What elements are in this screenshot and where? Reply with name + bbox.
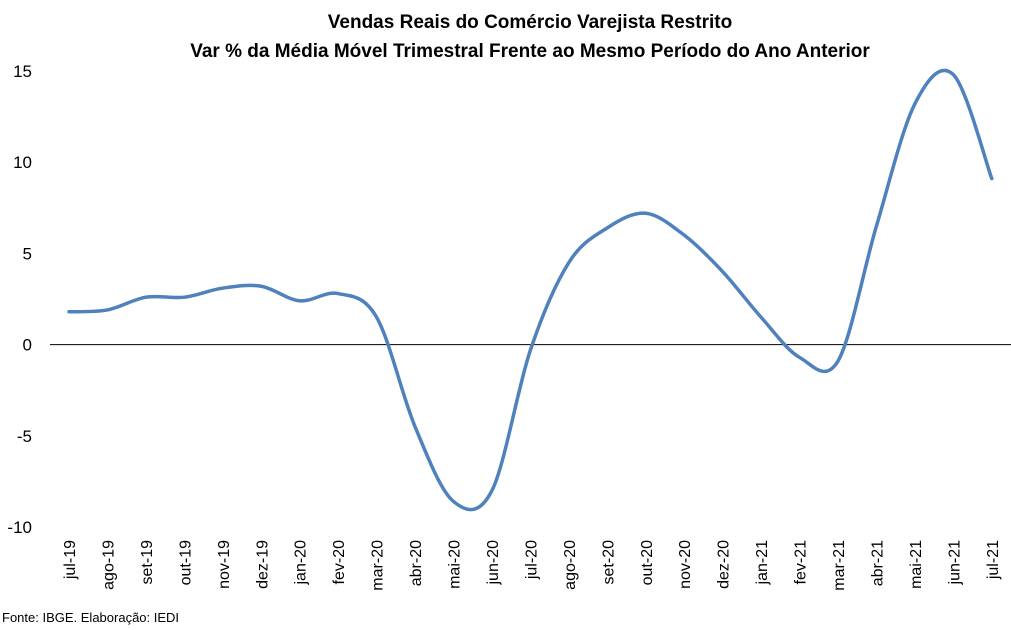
- x-tick-label: fev-20: [331, 540, 348, 585]
- data-point: [567, 261, 571, 265]
- x-tick-label: mar-21: [831, 540, 848, 591]
- x-tick-label: out-19: [177, 540, 194, 585]
- data-point: [644, 211, 648, 215]
- x-tick-label: set-20: [600, 540, 617, 585]
- x-tick-label: mai-21: [908, 540, 925, 589]
- x-tick-label: ago-19: [100, 540, 117, 590]
- x-tick-label: set-19: [139, 540, 156, 585]
- source-note: Fonte: IBGE. Elaboração: IEDI: [2, 610, 180, 625]
- data-point: [528, 348, 532, 352]
- data-point: [721, 270, 725, 274]
- data-point: [490, 489, 494, 493]
- data-point: [605, 226, 609, 230]
- data-point: [759, 315, 763, 319]
- data-point: [452, 499, 456, 503]
- chart-title-line2: Var % da Média Móvel Trimestral Frente a…: [190, 41, 870, 62]
- data-point: [221, 286, 225, 290]
- y-tick-label: 15: [13, 62, 32, 81]
- y-tick-label: -10: [7, 518, 32, 537]
- data-point: [144, 295, 148, 299]
- series-line: [67, 68, 994, 512]
- x-tick-label: mai-20: [447, 540, 464, 589]
- x-tick-label: jun-21: [946, 540, 963, 586]
- x-tick-label: fev-21: [793, 540, 810, 585]
- data-point: [375, 315, 379, 319]
- chart-title-line1: Vendas Reais do Comércio Varejista Restr…: [328, 12, 732, 33]
- x-tick-label: out-20: [639, 540, 656, 585]
- x-tick-label: dez-20: [716, 540, 733, 589]
- x-tick-label: jan-21: [754, 540, 771, 586]
- x-tick-label: ago-20: [562, 540, 579, 590]
- y-tick-label: 10: [13, 153, 32, 172]
- x-tick-label: mar-20: [370, 540, 387, 591]
- data-point: [990, 177, 994, 181]
- x-tick-label: jul-21: [985, 540, 1002, 580]
- x-axis-ticks: jul-19 ago-19 set-19 out-19 nov-19 dez-19 jan-…: [62, 540, 1002, 591]
- x-tick-label: jul-20: [523, 540, 540, 580]
- data-point: [413, 425, 417, 429]
- data-point: [682, 233, 686, 237]
- data-point: [951, 73, 955, 77]
- x-tick-label: jul-19: [62, 540, 79, 580]
- x-tick-label: abr-21: [869, 540, 886, 586]
- x-tick-label: nov-20: [677, 540, 694, 589]
- data-point: [836, 359, 840, 363]
- y-tick-label: 0: [23, 336, 32, 355]
- y-axis-ticks: 15 10 5 0 -5 -10: [7, 62, 32, 537]
- data-point: [298, 299, 302, 303]
- x-tick-label: jun-20: [485, 540, 502, 586]
- data-point: [259, 284, 263, 288]
- y-tick-label: 5: [23, 244, 32, 263]
- data-point: [105, 308, 109, 312]
- data-point: [874, 224, 878, 228]
- data-point: [913, 102, 917, 106]
- data-point: [67, 310, 71, 314]
- data-point: [336, 292, 340, 296]
- x-tick-label: jan-20: [293, 540, 310, 586]
- data-point: [798, 355, 802, 359]
- data-point: [182, 295, 186, 299]
- x-tick-label: abr-20: [408, 540, 425, 586]
- y-tick-label: -5: [17, 427, 32, 446]
- x-tick-label: dez-19: [254, 540, 271, 589]
- x-tick-label: nov-19: [216, 540, 233, 589]
